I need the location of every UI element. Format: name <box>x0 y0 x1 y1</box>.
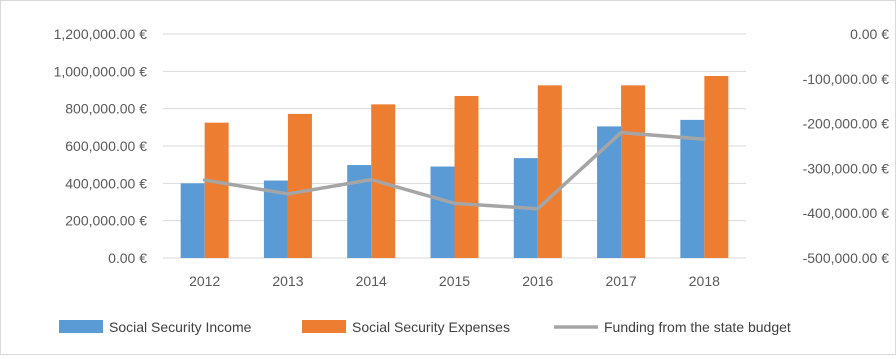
right-tick-label: -200,000.00 € <box>803 116 890 132</box>
x-tick-label: 2012 <box>189 273 220 289</box>
legend: Social Security Income Social Security Ex… <box>59 319 791 335</box>
right-axis-ticks: -500,000.00 € -400,000.00 € -300,000.00 € -… <box>803 26 890 266</box>
legend-label: Funding from the state budget <box>604 319 791 335</box>
right-tick-label: -500,000.00 € <box>803 250 890 266</box>
x-tick-label: 2014 <box>356 273 387 289</box>
x-tick-label: 2017 <box>605 273 636 289</box>
x-tick-label: 2016 <box>522 273 553 289</box>
legend-label: Social Security Income <box>109 319 252 335</box>
income-bar <box>597 126 622 259</box>
legend-label: Social Security Expenses <box>352 319 510 335</box>
legend-swatch <box>59 320 103 333</box>
left-tick-label: 800,000.00 € <box>65 101 147 117</box>
right-tick-label: -100,000.00 € <box>803 71 890 87</box>
income-bar <box>680 119 705 258</box>
expenses-bar <box>454 95 479 259</box>
legend-swatch <box>302 320 346 333</box>
expenses-bar <box>621 85 646 258</box>
expenses-bar <box>537 85 562 258</box>
left-tick-label: 600,000.00 € <box>65 138 147 154</box>
x-axis-ticks: 2012 2013 2014 2015 2016 2017 2018 <box>189 273 720 289</box>
left-tick-label: 0.00 € <box>108 250 147 266</box>
expenses-bar <box>204 122 229 259</box>
x-tick-label: 2013 <box>272 273 303 289</box>
right-tick-label: -400,000.00 € <box>803 205 890 221</box>
right-tick-label: 0.00 € <box>850 26 889 42</box>
bars <box>180 76 729 259</box>
left-tick-label: 1,000,000.00 € <box>54 63 148 79</box>
income-bar <box>180 183 205 258</box>
funding-line <box>202 130 707 211</box>
x-tick-label: 2015 <box>439 273 470 289</box>
expenses-bar <box>287 113 312 258</box>
left-tick-label: 1,200,000.00 € <box>54 26 148 42</box>
right-tick-label: -300,000.00 € <box>803 160 890 176</box>
funding-line-path <box>202 130 707 211</box>
expenses-bar <box>704 76 729 258</box>
x-tick-label: 2018 <box>689 273 720 289</box>
left-tick-label: 200,000.00 € <box>65 213 147 229</box>
left-tick-label: 400,000.00 € <box>65 175 147 191</box>
income-bar <box>430 166 455 258</box>
left-axis-ticks: 0.00 € 200,000.00 € 400,000.00 € 600,000.00… <box>54 26 148 266</box>
